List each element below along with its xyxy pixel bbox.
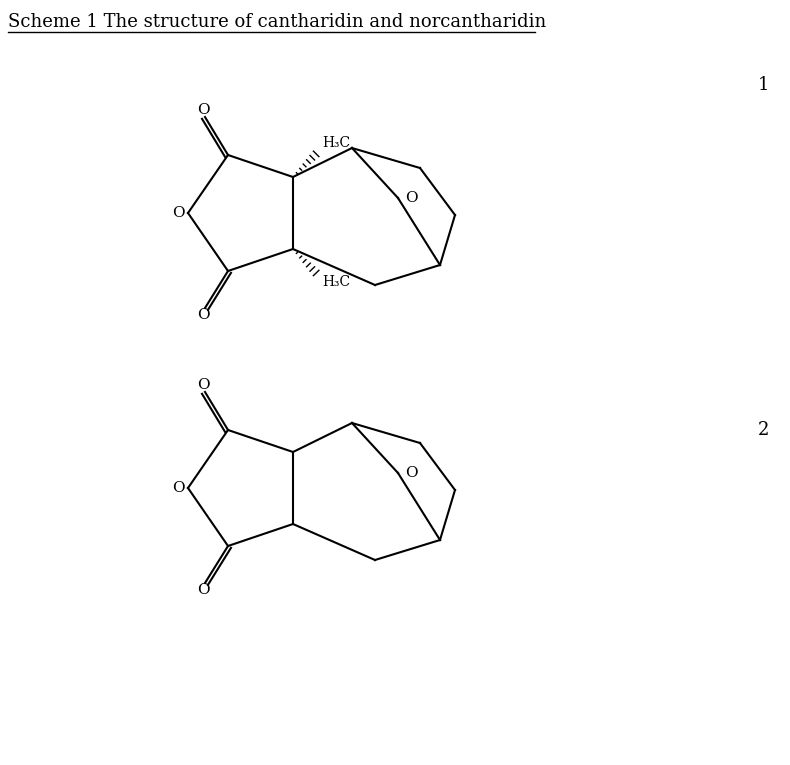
Text: Scheme 1 The structure of cantharidin and norcantharidin: Scheme 1 The structure of cantharidin an… [8,13,546,31]
Text: O: O [405,191,418,205]
Text: 2: 2 [758,421,769,439]
Text: O: O [171,206,184,220]
Text: O: O [197,378,209,392]
Text: H₃C: H₃C [322,136,350,150]
Text: O: O [405,466,418,480]
Text: O: O [197,103,209,117]
Text: O: O [171,481,184,495]
Text: 1: 1 [758,76,769,94]
Text: H₃C: H₃C [322,275,350,289]
Text: O: O [197,308,209,322]
Text: O: O [197,583,209,597]
